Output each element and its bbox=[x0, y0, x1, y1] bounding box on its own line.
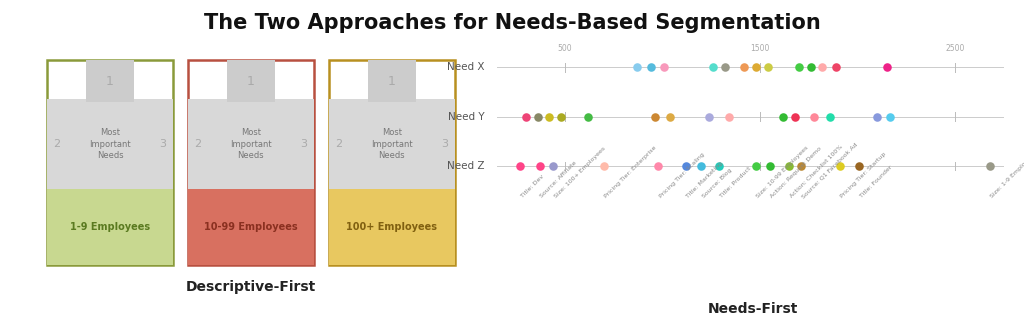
Point bbox=[512, 163, 528, 168]
Text: 1: 1 bbox=[247, 75, 255, 88]
Text: Title: Dev: Title: Dev bbox=[520, 174, 545, 199]
Point bbox=[650, 163, 667, 168]
Bar bbox=[47, 189, 173, 265]
Point bbox=[814, 65, 830, 70]
Text: Size: 10-99 Employees: Size: 10-99 Employees bbox=[756, 145, 810, 199]
Text: Descriptive-First: Descriptive-First bbox=[185, 280, 316, 294]
Text: 3: 3 bbox=[441, 139, 449, 149]
Text: 3: 3 bbox=[160, 139, 167, 149]
Text: Action: Checklist 100%: Action: Checklist 100% bbox=[790, 144, 844, 199]
Text: Source: Affiliate: Source: Affiliate bbox=[540, 161, 579, 199]
Text: Need Y: Need Y bbox=[449, 112, 485, 122]
Text: Source: Blog: Source: Blog bbox=[701, 167, 733, 199]
Point bbox=[553, 114, 569, 119]
Text: Action: Request Demo: Action: Request Demo bbox=[770, 146, 822, 199]
Text: 500: 500 bbox=[557, 44, 572, 53]
Text: 2: 2 bbox=[53, 139, 60, 149]
Text: The Two Approaches for Needs-Based Segmentation: The Two Approaches for Needs-Based Segme… bbox=[204, 13, 820, 33]
Point bbox=[705, 65, 721, 70]
Text: Needs-First: Needs-First bbox=[708, 302, 798, 316]
Text: Size: 100+ Employees: Size: 100+ Employees bbox=[553, 146, 606, 199]
Text: Title: Product: Title: Product bbox=[719, 166, 752, 199]
Point bbox=[541, 114, 557, 119]
Bar bbox=[47, 99, 173, 189]
Point bbox=[822, 114, 839, 119]
Text: 2500: 2500 bbox=[945, 44, 965, 53]
Text: 3: 3 bbox=[300, 139, 307, 149]
Text: Pricing Tier: Scaling: Pricing Tier: Scaling bbox=[658, 152, 706, 199]
Text: Most
Important
Needs: Most Important Needs bbox=[89, 129, 131, 160]
Bar bbox=[188, 99, 313, 189]
Bar bbox=[227, 60, 274, 102]
Point bbox=[748, 65, 764, 70]
Text: Title: Marketing: Title: Marketing bbox=[686, 161, 724, 199]
Point bbox=[803, 65, 819, 70]
Point bbox=[693, 163, 710, 168]
Point bbox=[883, 114, 899, 119]
Point bbox=[827, 65, 844, 70]
Point bbox=[531, 163, 548, 168]
Point bbox=[748, 163, 764, 168]
Point bbox=[717, 65, 733, 70]
Point bbox=[678, 163, 694, 168]
Point bbox=[762, 163, 778, 168]
Point bbox=[793, 163, 809, 168]
Text: 2: 2 bbox=[335, 139, 342, 149]
Bar bbox=[329, 99, 455, 189]
Point bbox=[701, 114, 718, 119]
Point bbox=[760, 65, 776, 70]
Text: 10-99 Employees: 10-99 Employees bbox=[204, 222, 298, 232]
Point bbox=[580, 114, 596, 119]
Text: Need X: Need X bbox=[447, 62, 485, 72]
Point bbox=[736, 65, 753, 70]
Point bbox=[518, 114, 535, 119]
Point bbox=[879, 65, 895, 70]
Bar bbox=[47, 60, 173, 265]
Point bbox=[791, 65, 807, 70]
Bar bbox=[188, 60, 313, 265]
Text: Size: 1-9 Employees: Size: 1-9 Employees bbox=[990, 151, 1024, 199]
Point bbox=[662, 114, 678, 119]
Text: 1-9 Employees: 1-9 Employees bbox=[70, 222, 151, 232]
Point bbox=[806, 114, 822, 119]
Point bbox=[775, 114, 792, 119]
Bar bbox=[329, 189, 455, 265]
Point bbox=[781, 163, 798, 168]
Bar bbox=[329, 60, 455, 265]
Text: 1500: 1500 bbox=[751, 44, 769, 53]
Point bbox=[629, 65, 645, 70]
Text: Most
Important
Needs: Most Important Needs bbox=[371, 129, 413, 160]
Point bbox=[529, 114, 546, 119]
Bar bbox=[368, 60, 416, 102]
Point bbox=[868, 114, 885, 119]
Text: 1: 1 bbox=[388, 75, 395, 88]
Point bbox=[831, 163, 848, 168]
Text: 1: 1 bbox=[106, 75, 114, 88]
Point bbox=[646, 114, 663, 119]
Text: Pricing Tier: Startup: Pricing Tier: Startup bbox=[840, 151, 888, 199]
Point bbox=[711, 163, 727, 168]
Point bbox=[851, 163, 867, 168]
Bar bbox=[86, 60, 134, 102]
Point bbox=[982, 163, 998, 168]
Text: Pricing Tier: Enterprise: Pricing Tier: Enterprise bbox=[604, 145, 657, 199]
Point bbox=[786, 114, 803, 119]
Text: Title: Founder: Title: Founder bbox=[859, 165, 894, 199]
Text: Need Z: Need Z bbox=[447, 161, 485, 171]
Text: Most
Important
Needs: Most Important Needs bbox=[230, 129, 271, 160]
Point bbox=[545, 163, 561, 168]
Point bbox=[596, 163, 612, 168]
Text: Source: Q1 Facebook Ad: Source: Q1 Facebook Ad bbox=[801, 141, 858, 199]
Text: 100+ Employees: 100+ Employees bbox=[346, 222, 437, 232]
Point bbox=[642, 65, 658, 70]
Point bbox=[656, 65, 673, 70]
Bar bbox=[188, 189, 313, 265]
Text: 2: 2 bbox=[195, 139, 202, 149]
Point bbox=[721, 114, 737, 119]
